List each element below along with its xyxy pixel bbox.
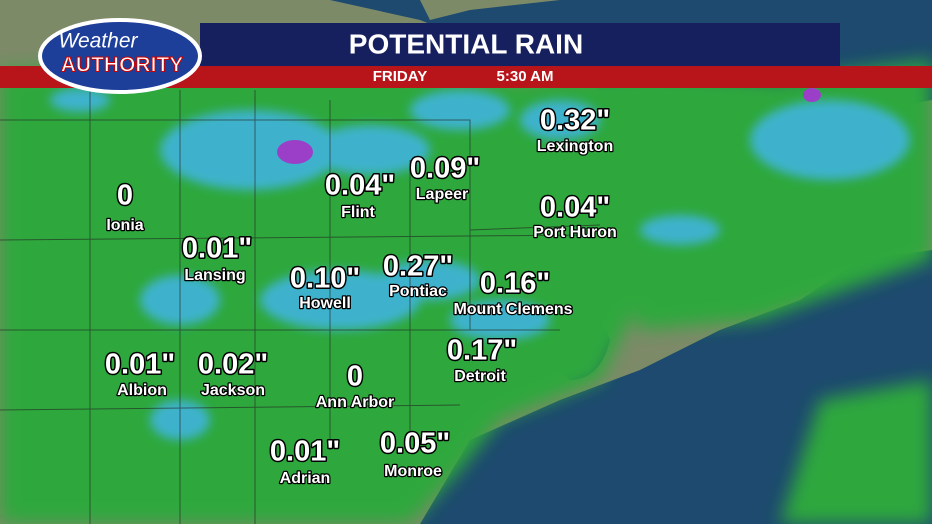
city-name: Howell bbox=[299, 295, 351, 312]
rain-amount: 0 bbox=[347, 361, 363, 393]
city-name: Albion bbox=[117, 382, 167, 399]
city-name: Lansing bbox=[184, 267, 245, 284]
rain-amount: 0.09" bbox=[410, 153, 480, 185]
day: FRIDAY bbox=[373, 68, 427, 85]
city-name: Mount Clemens bbox=[453, 301, 572, 318]
time: 5:30 AM bbox=[497, 68, 554, 85]
city-name: Port Huron bbox=[533, 224, 617, 241]
logo-top: Weather bbox=[59, 30, 139, 53]
rain-amount: 0.32" bbox=[540, 105, 610, 137]
city-name: Detroit bbox=[454, 368, 506, 385]
logo bbox=[38, 18, 202, 94]
city-name: Jackson bbox=[201, 382, 265, 399]
city-labels: 0 Ionia 0.32"Lexington 0.09"Lapeer 0.04" Flin… bbox=[103, 103, 618, 488]
rain-amount: 0.10" bbox=[290, 263, 360, 295]
rain-amount: 0.05" bbox=[380, 428, 450, 460]
city-name: Ann Arbor bbox=[316, 394, 395, 411]
rain-amount: 0.01" bbox=[270, 436, 340, 468]
rain-amount: 0.02" bbox=[198, 349, 268, 381]
rain-amount: 0.01" bbox=[105, 349, 175, 381]
rain-amount: 0.17" bbox=[447, 335, 517, 367]
city-name: Pontiac bbox=[389, 283, 447, 300]
rain-amount: 0 bbox=[117, 180, 133, 212]
county-lines bbox=[0, 90, 601, 524]
city-name: Adrian bbox=[280, 470, 331, 487]
city-name: Lexington bbox=[537, 138, 613, 155]
title-bar bbox=[200, 23, 840, 66]
rain-amount: 0.01" bbox=[182, 233, 252, 265]
subtitle-bar bbox=[0, 66, 932, 88]
rain-amount: 0.04" bbox=[325, 170, 395, 202]
city-name: Ionia bbox=[106, 217, 143, 234]
rain-amount: 0.27" bbox=[383, 251, 453, 283]
city-name: Monroe bbox=[384, 463, 442, 480]
rain-amount: 0.16" bbox=[480, 268, 550, 300]
rain-blue bbox=[50, 88, 910, 440]
title: POTENTIAL RAIN bbox=[349, 28, 583, 59]
city-name: Flint bbox=[341, 204, 375, 221]
logo-bottom: AUTHORITY bbox=[61, 54, 184, 77]
rain-heavy bbox=[277, 88, 821, 164]
rain-amount: 0.04" bbox=[540, 192, 610, 224]
city-name: Lapeer bbox=[416, 186, 468, 203]
